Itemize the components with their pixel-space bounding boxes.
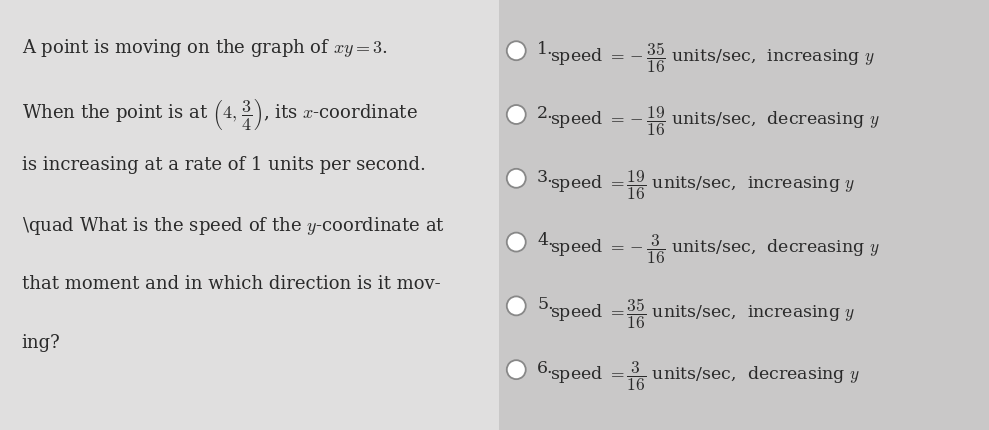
Text: is increasing at a rate of 1 units per second.: is increasing at a rate of 1 units per s…: [22, 155, 425, 173]
Ellipse shape: [506, 42, 526, 61]
Text: A point is moving on the graph of $xy = 3$.: A point is moving on the graph of $xy = …: [22, 37, 388, 58]
Text: ing?: ing?: [22, 333, 60, 351]
Text: speed $= \dfrac{35}{16}$ units/sec,  increasing $y$: speed $= \dfrac{35}{16}$ units/sec, incr…: [550, 295, 855, 330]
Ellipse shape: [506, 106, 526, 125]
Text: 2.: 2.: [537, 104, 554, 121]
Ellipse shape: [506, 297, 526, 316]
Ellipse shape: [506, 233, 526, 252]
Ellipse shape: [506, 360, 526, 379]
Text: speed $= -\dfrac{19}{16}$ units/sec,  decreasing $y$: speed $= -\dfrac{19}{16}$ units/sec, dec…: [550, 104, 879, 138]
Text: 6.: 6.: [537, 359, 554, 376]
Text: 5.: 5.: [537, 295, 554, 312]
Text: speed $= \dfrac{19}{16}$ units/sec,  increasing $y$: speed $= \dfrac{19}{16}$ units/sec, incr…: [550, 168, 855, 202]
Text: 3.: 3.: [537, 168, 554, 185]
Text: 4.: 4.: [537, 232, 554, 249]
Text: speed $= -\dfrac{3}{16}$ units/sec,  decreasing $y$: speed $= -\dfrac{3}{16}$ units/sec, decr…: [550, 232, 879, 265]
Text: speed $= \dfrac{3}{16}$ units/sec,  decreasing $y$: speed $= \dfrac{3}{16}$ units/sec, decre…: [550, 359, 859, 393]
Bar: [499, 0, 989, 430]
Text: speed $= -\dfrac{35}{16}$ units/sec,  increasing $y$: speed $= -\dfrac{35}{16}$ units/sec, inc…: [550, 41, 875, 75]
Ellipse shape: [506, 169, 526, 188]
Text: that moment and in which direction is it mov-: that moment and in which direction is it…: [22, 274, 440, 292]
Text: 1.: 1.: [537, 41, 554, 58]
Text: \quad What is the speed of the $y$-coordinate at: \quad What is the speed of the $y$-coord…: [22, 215, 445, 236]
Text: When the point is at $\left(4,\,\dfrac{3}{4}\right)$, its $x$-coordinate: When the point is at $\left(4,\,\dfrac{3…: [22, 96, 417, 132]
